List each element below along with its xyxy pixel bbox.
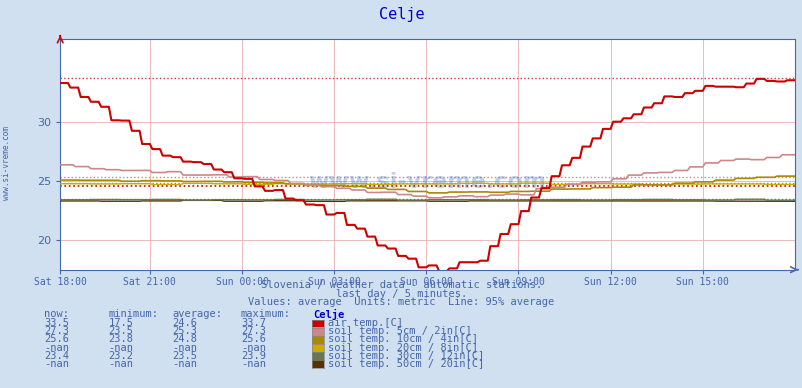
Text: 23.9: 23.9	[241, 351, 265, 361]
Text: Celje: Celje	[313, 309, 344, 320]
Text: now:: now:	[44, 309, 69, 319]
Text: soil temp. 30cm / 12in[C]: soil temp. 30cm / 12in[C]	[327, 351, 484, 361]
Text: -nan: -nan	[44, 343, 69, 353]
Text: 25.6: 25.6	[44, 334, 69, 345]
Text: -nan: -nan	[241, 343, 265, 353]
Text: -nan: -nan	[172, 343, 197, 353]
Text: 33.7: 33.7	[241, 318, 265, 328]
Text: air temp.[C]: air temp.[C]	[327, 318, 402, 328]
Text: soil temp. 10cm / 4in[C]: soil temp. 10cm / 4in[C]	[327, 334, 477, 345]
Text: 33.5: 33.5	[44, 318, 69, 328]
Text: -nan: -nan	[108, 359, 133, 369]
Text: 17.5: 17.5	[108, 318, 133, 328]
Text: 23.8: 23.8	[108, 334, 133, 345]
Text: maximum:: maximum:	[241, 309, 290, 319]
Text: 23.5: 23.5	[108, 326, 133, 336]
Text: average:: average:	[172, 309, 222, 319]
Text: soil temp. 20cm / 8in[C]: soil temp. 20cm / 8in[C]	[327, 343, 477, 353]
Text: minimum:: minimum:	[108, 309, 158, 319]
Text: 23.2: 23.2	[108, 351, 133, 361]
Text: 23.5: 23.5	[172, 351, 197, 361]
Text: www.si-vreme.com: www.si-vreme.com	[2, 126, 11, 200]
Text: -nan: -nan	[241, 359, 265, 369]
Text: 25.3: 25.3	[172, 326, 197, 336]
Text: 24.6: 24.6	[172, 318, 197, 328]
Text: 23.4: 23.4	[44, 351, 69, 361]
Text: Values: average  Units: metric  Line: 95% average: Values: average Units: metric Line: 95% …	[248, 297, 554, 307]
Text: 24.8: 24.8	[172, 334, 197, 345]
Text: Celje: Celje	[379, 7, 423, 22]
Text: 27.3: 27.3	[44, 326, 69, 336]
Text: 27.3: 27.3	[241, 326, 265, 336]
Text: -nan: -nan	[108, 343, 133, 353]
Text: -nan: -nan	[44, 359, 69, 369]
Text: 25.6: 25.6	[241, 334, 265, 345]
Text: last day / 5 minutes.: last day / 5 minutes.	[335, 289, 467, 299]
Text: www.si-vreme.com: www.si-vreme.com	[308, 172, 546, 192]
Text: Slovenia / weather data - automatic stations.: Slovenia / weather data - automatic stat…	[261, 280, 541, 290]
Text: -nan: -nan	[172, 359, 197, 369]
Text: soil temp. 50cm / 20in[C]: soil temp. 50cm / 20in[C]	[327, 359, 484, 369]
Text: soil temp. 5cm / 2in[C]: soil temp. 5cm / 2in[C]	[327, 326, 471, 336]
